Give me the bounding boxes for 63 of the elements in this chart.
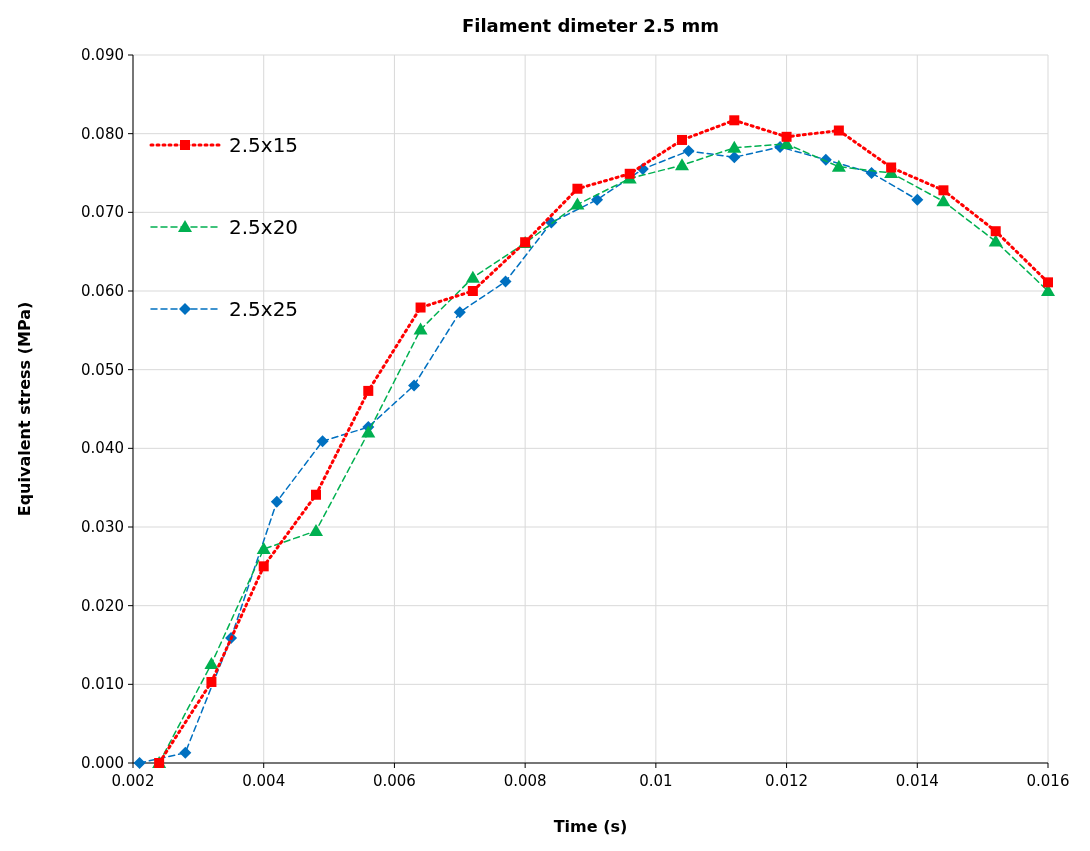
point [408,379,421,392]
y-tick-label: 0.060 [81,282,124,300]
point [831,159,846,172]
y-tick-label: 0.040 [81,439,124,458]
legend-label: 2.5x20 [229,215,299,239]
point [624,168,635,179]
point [938,185,949,196]
point [781,131,792,142]
point [316,435,329,448]
point [988,234,1003,247]
x-tick-label: 0.016 [1026,772,1070,790]
x-axis-title: Time (s) [553,817,628,836]
point [591,193,604,206]
legend-label: 2.5x15 [229,133,299,157]
point [728,151,741,164]
point [453,306,466,319]
point [363,385,374,396]
y-tick-label: 0.090 [81,46,124,64]
x-tick-label: 0.014 [895,772,939,790]
point [256,542,271,555]
y-axis-title: Equivalent stress (MPa) [15,301,34,517]
y-tick-label: 0.030 [81,518,124,536]
point [677,134,687,145]
point [936,194,951,207]
point [270,495,283,508]
y-tick-label: 0.080 [81,124,124,143]
point [311,489,321,500]
point [415,302,426,313]
point [682,144,695,157]
point [1043,277,1053,288]
point [675,158,689,171]
point [309,523,323,536]
point [729,115,740,126]
x-tick-label: 0.012 [765,772,809,790]
point [886,162,897,173]
point [727,140,742,153]
point [133,757,146,769]
y-tick-label: 0.020 [81,596,124,615]
x-tick-label: 0.008 [503,772,547,790]
point [990,226,1001,237]
point [499,275,512,288]
point [179,746,192,759]
x-tick-label: 0.006 [372,772,416,790]
y-tick-label: 0.010 [81,675,124,694]
y-tick-label: 0.050 [81,360,124,379]
x-tick-label: 0.002 [111,772,155,790]
chart-title: Filament dimeter 2.5 mm [461,15,720,36]
point [206,676,217,687]
x-tick-label: 0.01 [639,772,673,790]
x-tick-label: 0.004 [242,772,286,790]
point [413,322,428,335]
point [911,193,924,206]
point [572,183,583,194]
point [465,270,480,283]
point [204,656,219,669]
y-tick-label: 0.070 [81,203,124,222]
point [467,286,478,296]
point [570,197,585,210]
point [258,561,269,572]
point [361,425,376,438]
point [833,125,844,136]
legend-label: 2.5x25 [229,297,299,321]
y-tick-label: 0.000 [81,754,124,772]
